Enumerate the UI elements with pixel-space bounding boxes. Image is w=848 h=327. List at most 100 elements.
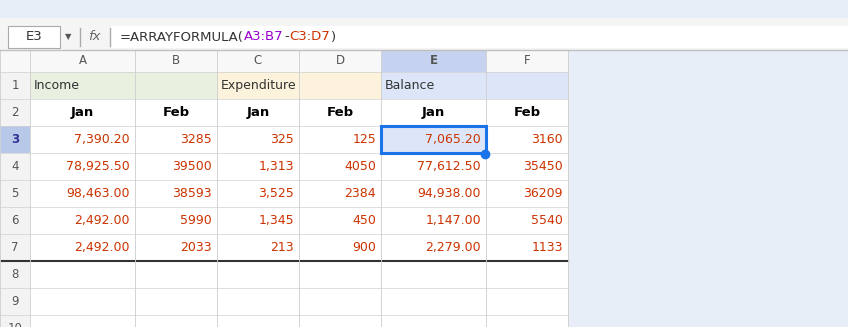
Text: 10: 10 (8, 322, 22, 327)
Text: Feb: Feb (326, 106, 354, 119)
Text: Balance: Balance (385, 79, 435, 92)
Bar (381, 234, 486, 261)
Bar (30, 99, 135, 126)
Text: 2033: 2033 (181, 241, 212, 254)
Text: Jan: Jan (71, 106, 94, 119)
Text: 7: 7 (11, 241, 19, 254)
Bar (30, 180, 135, 207)
Text: 1133: 1133 (532, 241, 563, 254)
Text: C3:D7: C3:D7 (290, 30, 331, 43)
Text: 7,390.20: 7,390.20 (75, 133, 130, 146)
Bar (0, 0, 848, 18)
Text: 2384: 2384 (344, 187, 376, 200)
Bar (486, 180, 568, 207)
Text: Feb: Feb (163, 106, 190, 119)
Bar (486, 261, 568, 288)
Bar (299, 180, 381, 207)
Bar (217, 72, 299, 99)
Text: B: B (172, 55, 180, 67)
Text: ▼: ▼ (65, 32, 71, 42)
Bar (299, 315, 381, 327)
Bar (0, 99, 30, 126)
Text: 3285: 3285 (181, 133, 212, 146)
Bar (217, 126, 299, 153)
Text: 98,463.00: 98,463.00 (66, 187, 130, 200)
Text: Jan: Jan (247, 106, 270, 119)
Text: =ARRAYFORMULA(: =ARRAYFORMULA( (120, 30, 244, 43)
Bar (135, 180, 217, 207)
Text: 1,345: 1,345 (259, 214, 294, 227)
Text: 5990: 5990 (181, 214, 212, 227)
Bar (381, 72, 486, 99)
Bar (30, 234, 135, 261)
Bar (135, 72, 217, 99)
Bar (30, 50, 135, 72)
Text: 213: 213 (271, 241, 294, 254)
Bar (0, 50, 30, 72)
Bar (30, 261, 135, 288)
Text: 450: 450 (352, 214, 376, 227)
Text: 2,492.00: 2,492.00 (75, 241, 130, 254)
Bar (299, 126, 381, 153)
Text: E: E (429, 55, 438, 67)
Text: 3160: 3160 (532, 133, 563, 146)
Text: Expenditure: Expenditure (221, 79, 297, 92)
Bar (381, 99, 486, 126)
Text: 9: 9 (11, 295, 19, 308)
Bar (217, 99, 299, 126)
Text: A: A (79, 55, 86, 67)
Bar (299, 50, 381, 72)
Text: 2: 2 (11, 106, 19, 119)
Text: 78,925.50: 78,925.50 (66, 160, 130, 173)
Bar (486, 72, 568, 99)
Bar (0, 126, 30, 153)
Bar (381, 50, 486, 72)
Bar (0, 261, 30, 288)
Bar (0, 288, 30, 315)
Bar (217, 234, 299, 261)
Bar (217, 153, 299, 180)
Bar (135, 99, 217, 126)
Bar (0, 18, 848, 50)
Bar (299, 207, 381, 234)
Bar (0, 153, 30, 180)
Text: 1,313: 1,313 (259, 160, 294, 173)
Bar (381, 153, 486, 180)
Bar (0, 315, 30, 327)
Text: 325: 325 (271, 133, 294, 146)
Bar (486, 288, 568, 315)
Bar (217, 180, 299, 207)
Bar (381, 261, 486, 288)
Text: 3: 3 (11, 133, 19, 146)
Bar (0, 207, 30, 234)
Bar (0, 72, 30, 99)
Text: 125: 125 (352, 133, 376, 146)
Text: 3,525: 3,525 (259, 187, 294, 200)
Bar (381, 180, 486, 207)
Text: E3: E3 (25, 30, 42, 43)
Bar (30, 315, 135, 327)
Bar (299, 261, 381, 288)
Text: Income: Income (34, 79, 80, 92)
Text: 94,938.00: 94,938.00 (417, 187, 481, 200)
Bar (299, 288, 381, 315)
Bar (486, 126, 568, 153)
Bar (299, 153, 381, 180)
Bar (30, 153, 135, 180)
Text: ): ) (331, 30, 336, 43)
Bar (30, 288, 135, 315)
Bar (486, 50, 568, 72)
Bar (135, 315, 217, 327)
Bar (299, 99, 381, 126)
Text: 35450: 35450 (523, 160, 563, 173)
Text: 6: 6 (11, 214, 19, 227)
Bar (30, 126, 135, 153)
Bar (486, 234, 568, 261)
Bar (486, 153, 568, 180)
Bar (299, 234, 381, 261)
Bar (217, 288, 299, 315)
Bar (135, 207, 217, 234)
Text: C: C (254, 55, 262, 67)
Text: Feb: Feb (513, 106, 540, 119)
Bar (8, 26, 60, 48)
